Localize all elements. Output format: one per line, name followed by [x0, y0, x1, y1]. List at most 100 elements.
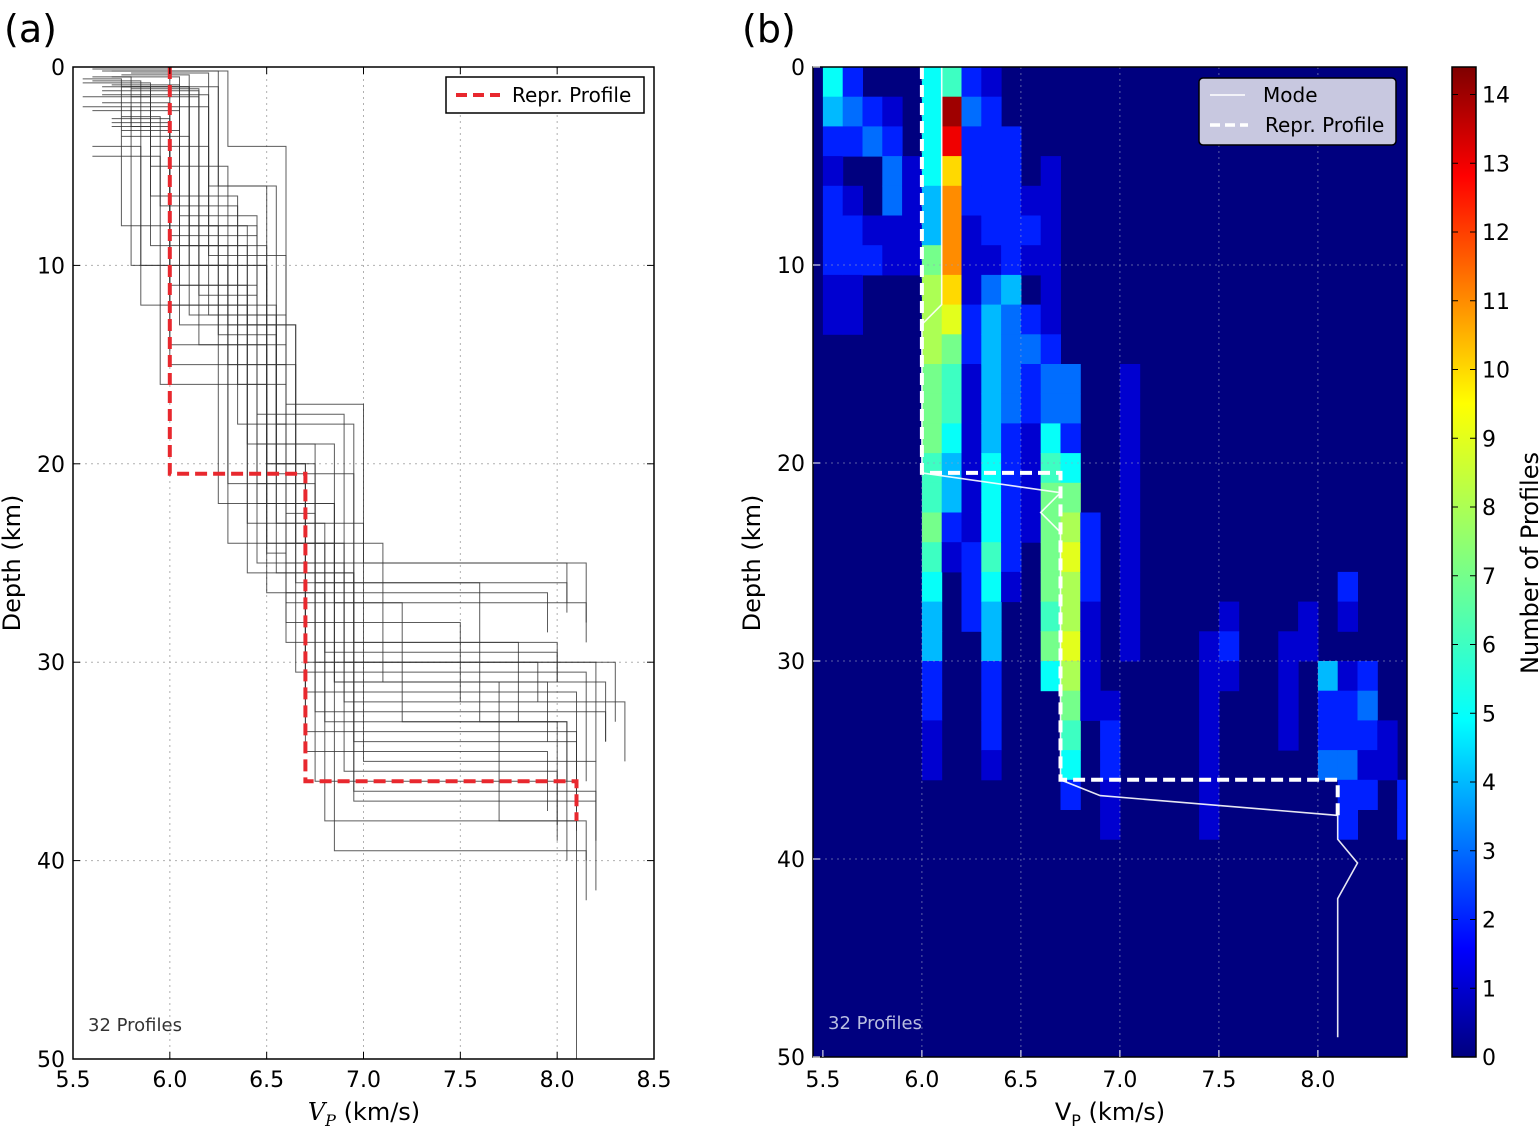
- y-tick-label: 40: [777, 848, 805, 873]
- heatmap-cell: [1001, 334, 1022, 365]
- heatmap-cell: [921, 690, 943, 721]
- heatmap-cell: [1080, 631, 1101, 662]
- heatmap-cell: [1040, 334, 1061, 365]
- heatmap-cell: [1278, 690, 1299, 721]
- heatmap-cell: [921, 423, 943, 454]
- heatmap-cell: [822, 274, 844, 306]
- heatmap-cell: [1199, 661, 1220, 692]
- heatmap-cell: [941, 304, 962, 335]
- panel-b-frame: [812, 66, 1408, 1058]
- heatmap-cell: [961, 215, 982, 246]
- y-tick-label: 30: [777, 650, 805, 675]
- heatmap-cell: [1020, 423, 1042, 454]
- heatmap-cell: [961, 482, 982, 513]
- heatmap-cell: [981, 126, 1002, 157]
- heatmap-cell: [981, 304, 1002, 335]
- heatmap-cell: [902, 215, 923, 246]
- heatmap-cell: [1020, 512, 1042, 543]
- heatmap-cell: [941, 334, 962, 365]
- x-tick-label: 7.5: [443, 1068, 478, 1093]
- panel-a-x-ticks: 5.5 6.0 6.5 7.0 7.5 8.0 8.5: [56, 67, 672, 1093]
- heatmap-cell: [961, 393, 982, 424]
- heatmap-cell: [941, 185, 962, 216]
- heatmap-cell: [1199, 690, 1220, 721]
- panel-b-x-ticks: 5.5 6.0 6.5 7.0 7.5 8.0: [805, 1050, 1335, 1093]
- heatmap-cell: [941, 482, 962, 513]
- x-tick-label: 8.0: [540, 1068, 575, 1093]
- heatmap-cell: [981, 156, 1002, 187]
- heatmap-cell: [1218, 631, 1240, 662]
- heatmap-cell: [1199, 631, 1220, 662]
- heatmap-cell: [1298, 601, 1319, 632]
- heatmap-cell: [1080, 661, 1101, 692]
- heatmap-cell: [1040, 274, 1061, 306]
- heatmap-cell: [1060, 453, 1081, 484]
- heatmap-cell: [1317, 690, 1339, 721]
- heatmap-cell: [961, 245, 982, 276]
- heatmap-cell: [822, 67, 844, 98]
- heatmap-cell: [1040, 631, 1061, 662]
- heatmap-cell: [862, 215, 883, 246]
- heatmap-cell: [961, 304, 982, 335]
- heatmap-cell: [941, 393, 962, 424]
- colorbar-tick-label: 6: [1482, 634, 1496, 659]
- y-tick-label: 20: [37, 453, 65, 478]
- heatmap-cell: [1119, 453, 1141, 484]
- heatmap-cell: [1218, 661, 1240, 692]
- heatmap-cell: [1001, 453, 1022, 484]
- panel-a-x-axis-label: VP (km/s): [308, 1098, 420, 1129]
- heatmap-cell: [1100, 690, 1121, 721]
- heatmap-cell: [921, 215, 943, 246]
- panel-b: (b) 5.5 6.0 6.5 7.0 7.5 8.0 0 10 20 30 40 50 VP (k…: [738, 7, 1408, 1129]
- heatmap-cell: [1337, 601, 1358, 632]
- heatmap-cell: [921, 156, 943, 187]
- heatmap-cell: [1397, 779, 1407, 810]
- panel-b-legend-box: [1198, 77, 1397, 146]
- heatmap-cell: [1001, 542, 1022, 573]
- panel-b-series: [919, 67, 1359, 1038]
- velocity-profile-line: [131, 96, 548, 811]
- heatmap-cell: [921, 601, 943, 632]
- x-tick-label: 8.5: [637, 1068, 672, 1093]
- heatmap-cell: [1119, 364, 1141, 395]
- y-tick-label: 50: [37, 1048, 65, 1073]
- heatmap-cell: [921, 364, 943, 395]
- heatmap-cell: [1060, 631, 1081, 662]
- heatmap-cell: [1001, 245, 1022, 276]
- heatmap-cell: [1020, 453, 1042, 484]
- panel-a-profiles: [82, 68, 626, 1059]
- heatmap-cell: [1357, 779, 1378, 810]
- heatmap-cell: [961, 126, 982, 157]
- heatmap-cell: [1020, 393, 1042, 424]
- colorbar-tick-label: 1: [1482, 977, 1496, 1002]
- velocity-profile-line: [102, 70, 577, 772]
- heatmap-cell: [921, 304, 943, 335]
- heatmap-cell: [1337, 571, 1358, 603]
- heatmap-cell: [842, 96, 863, 127]
- heatmap-cell: [981, 720, 1002, 751]
- velocity-profile-line: [121, 74, 597, 802]
- heatmap-cell: [1001, 393, 1022, 424]
- x-tick-label: 6.5: [249, 1068, 284, 1093]
- heatmap-cell: [1060, 779, 1081, 810]
- heatmap-cell: [961, 423, 982, 454]
- heatmap-cell: [1317, 661, 1339, 692]
- panel-b-x-axis-label: VP (km/s): [1055, 1098, 1165, 1129]
- heatmap-cell: [1001, 423, 1022, 454]
- heatmap-cell: [981, 215, 1002, 246]
- heatmap-cell: [1020, 364, 1042, 395]
- heatmap-cell: [882, 96, 903, 127]
- x-tick-label: 7.0: [346, 1068, 381, 1093]
- heatmap-cell: [1060, 364, 1081, 395]
- x-tick-label: 6.0: [904, 1068, 939, 1093]
- heatmap-cell: [961, 334, 982, 365]
- heatmap-cell: [981, 334, 1002, 365]
- heatmap-cell: [1337, 661, 1358, 692]
- heatmap-cell: [1060, 393, 1081, 424]
- heatmap-cell: [921, 96, 943, 127]
- heatmap-cell: [981, 185, 1002, 216]
- heatmap-cell: [921, 334, 943, 365]
- heatmap-cell: [1040, 304, 1061, 335]
- velocity-profile-line: [131, 88, 558, 682]
- heatmap-cell: [842, 215, 863, 246]
